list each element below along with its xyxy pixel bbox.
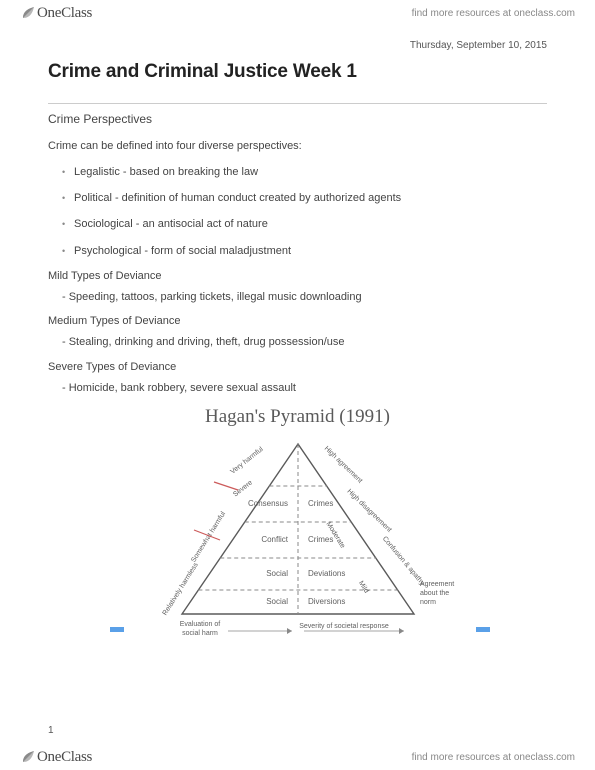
pyramid-title: Hagan's Pyramid (1991): [118, 406, 478, 428]
page-number: 1: [48, 725, 54, 736]
list-item: Political - definition of human conduct …: [62, 191, 547, 206]
svg-text:Confusion & apathy: Confusion & apathy: [380, 536, 425, 588]
pyramid-figure: Hagan's Pyramid (1991) ConsensusCrimesCo…: [118, 406, 478, 642]
brand-logo[interactable]: OneClass: [20, 5, 92, 22]
list-item: Psychological - form of social maladjust…: [62, 244, 547, 259]
svg-text:social harm: social harm: [182, 630, 218, 637]
svg-text:about the: about the: [420, 590, 449, 597]
svg-text:Very harmful: Very harmful: [229, 446, 265, 476]
header-bar: OneClass find more resources at oneclass…: [0, 0, 595, 26]
leaf-icon: [20, 749, 36, 765]
svg-text:norm: norm: [420, 599, 436, 606]
section-heading: Crime Perspectives: [48, 112, 547, 126]
list-item: Legalistic - based on breaking the law: [62, 165, 547, 180]
perspectives-list: Legalistic - based on breaking the law P…: [48, 165, 547, 260]
brand-name: OneClass: [37, 5, 92, 22]
header-tagline[interactable]: find more resources at oneclass.com: [412, 8, 575, 19]
deviance-item: - Speeding, tattoos, parking tickets, il…: [48, 290, 547, 305]
svg-text:Diversions: Diversions: [308, 597, 345, 606]
svg-text:Consensus: Consensus: [247, 499, 287, 508]
svg-text:Evaluation of: Evaluation of: [179, 621, 220, 628]
section-divider: [48, 103, 547, 104]
svg-text:Severity of societal response: Severity of societal response: [299, 623, 389, 630]
footer-bar: OneClass find more resources at oneclass…: [0, 744, 595, 770]
svg-text:Social: Social: [266, 597, 288, 606]
list-item: Sociological - an antisocial act of natu…: [62, 217, 547, 232]
svg-text:Crimes: Crimes: [308, 499, 333, 508]
svg-text:Agreement: Agreement: [420, 581, 454, 588]
blue-tab-icon: [476, 627, 490, 632]
blue-tab-icon: [110, 627, 124, 632]
document-date: Thursday, September 10, 2015: [48, 40, 547, 51]
svg-text:Conflict: Conflict: [261, 535, 288, 544]
svg-text:Deviations: Deviations: [308, 569, 345, 578]
svg-text:Social: Social: [266, 569, 288, 578]
leaf-icon: [20, 5, 36, 21]
page-content: Thursday, September 10, 2015 Crime and C…: [0, 26, 595, 642]
pyramid-diagram: Consensus Crimes Conflict Crimes Social Devia…: [138, 432, 458, 642]
svg-text:Crimes: Crimes: [308, 535, 333, 544]
svg-text:Mild: Mild: [356, 580, 369, 595]
svg-text:High agreement: High agreement: [322, 445, 363, 485]
intro-text: Crime can be defined into four diverse p…: [48, 138, 547, 155]
footer-tagline[interactable]: find more resources at oneclass.com: [412, 752, 575, 763]
svg-text:Relatively harmless: Relatively harmless: [161, 561, 199, 617]
deviance-heading: Mild Types of Deviance: [48, 270, 547, 282]
deviance-heading: Medium Types of Deviance: [48, 315, 547, 327]
svg-text:High disagreement: High disagreement: [345, 488, 392, 534]
brand-logo[interactable]: OneClass: [20, 749, 92, 766]
page-title: Crime and Criminal Justice Week 1: [48, 61, 547, 83]
deviance-item: - Homicide, bank robbery, severe sexual …: [48, 381, 547, 396]
deviance-item: - Stealing, drinking and driving, theft,…: [48, 335, 547, 350]
deviance-heading: Severe Types of Deviance: [48, 361, 547, 373]
brand-name: OneClass: [37, 749, 92, 766]
